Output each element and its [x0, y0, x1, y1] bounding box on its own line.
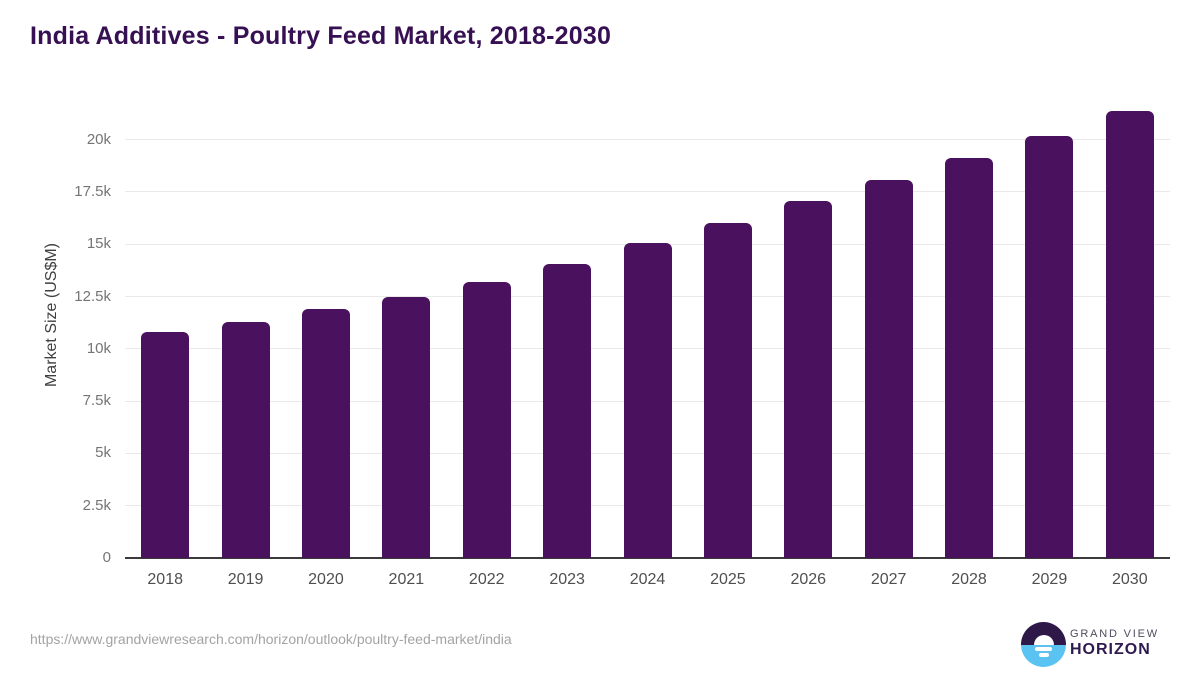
y-tick-label: 17.5k	[74, 182, 111, 200]
bar-2028	[945, 158, 994, 558]
y-tick-label: 12.5k	[74, 287, 111, 305]
x-tick-label: 2018	[147, 571, 183, 588]
x-tick-label: 2029	[1031, 571, 1068, 588]
chart-title: India Additives - Poultry Feed Market, 2…	[30, 22, 612, 50]
logo-sky-half	[1021, 622, 1066, 645]
x-tick-label: 2028	[951, 571, 987, 588]
horizon-sunrise-icon	[1021, 622, 1066, 667]
logo-text-grand-view: GRAND VIEW	[1070, 628, 1159, 640]
y-tick-label: 7.5k	[82, 392, 111, 410]
x-axis-line	[125, 557, 1170, 559]
bar-2021	[382, 296, 431, 558]
bar-2030	[1105, 111, 1154, 558]
x-tick-label: 2027	[870, 571, 907, 588]
gridline	[125, 139, 1170, 141]
bar-2024	[623, 243, 672, 558]
x-tick-label: 2025	[710, 571, 746, 588]
y-tick-label: 0	[102, 549, 111, 566]
logo-text-horizon: HORIZON	[1070, 641, 1151, 658]
x-tick-label: 2024	[629, 571, 666, 588]
y-tick-label: 5k	[95, 444, 111, 462]
x-tick-label: 2021	[388, 571, 425, 588]
logo-reflection-stripe	[1038, 653, 1049, 657]
bar-2026	[784, 200, 833, 558]
bar-2023	[543, 264, 592, 558]
bar-2019	[221, 322, 270, 558]
bar-2027	[864, 180, 913, 558]
x-tick-label: 2023	[549, 571, 585, 588]
bar-2022	[462, 282, 511, 558]
y-tick-label: 15k	[86, 235, 111, 253]
bar-2018	[141, 332, 190, 558]
x-tick-label: 2030	[1112, 571, 1148, 588]
x-tick-label: 2026	[790, 571, 827, 588]
grand-view-horizon-logo: GRAND VIEW HORIZON	[1021, 622, 1161, 668]
x-tick-label: 2022	[468, 571, 505, 588]
y-tick-label: 2.5k	[82, 496, 111, 514]
source-url: https://www.grandviewresearch.com/horizo…	[30, 631, 512, 647]
x-tick-label: 2020	[308, 571, 344, 588]
x-tick-label: 2019	[227, 571, 264, 588]
bar-2020	[301, 309, 350, 558]
gridline	[125, 191, 1170, 193]
y-tick-label: 20k	[86, 130, 111, 148]
bar-2025	[703, 222, 752, 558]
logo-reflection-stripe	[1035, 647, 1052, 651]
logo-sun-shape	[1033, 634, 1054, 645]
y-tick-label: 10k	[86, 339, 111, 357]
bar-2029	[1025, 135, 1074, 558]
